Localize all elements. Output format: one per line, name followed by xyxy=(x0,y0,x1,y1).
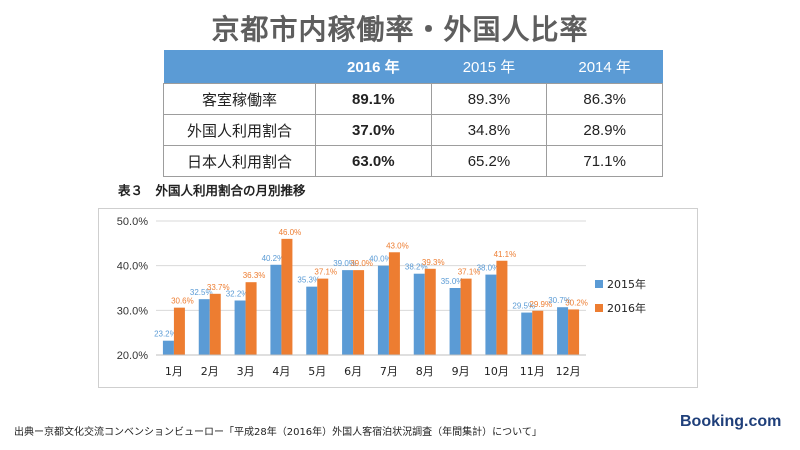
data-label: 32.5% xyxy=(190,288,213,297)
data-label: 33.7% xyxy=(207,283,230,292)
bar-2016 xyxy=(568,309,580,355)
data-label: 39.0% xyxy=(333,259,356,268)
table-cell: 89.1% xyxy=(315,83,432,115)
x-tick-label: 9月 xyxy=(452,365,470,378)
bar-2015 xyxy=(485,274,497,355)
table-header-blank xyxy=(163,50,316,84)
data-label: 43.0% xyxy=(386,241,409,250)
bar-2016 xyxy=(281,238,293,355)
chart-caption: 表３ 外国人利用割合の月別推移 xyxy=(118,183,306,198)
bar-2016 xyxy=(496,260,508,355)
table-cell: 71.1% xyxy=(546,145,663,177)
data-label: 35.0% xyxy=(441,277,464,286)
table-cell: 65.2% xyxy=(430,145,548,177)
data-label: 32.2% xyxy=(226,290,249,299)
bar-2016 xyxy=(388,252,400,355)
table-cell: 37.0% xyxy=(315,114,432,146)
bar-2016 xyxy=(209,293,221,355)
data-label: 46.0% xyxy=(279,228,302,237)
data-label: 35.3% xyxy=(297,276,320,285)
bar-2015 xyxy=(342,270,354,355)
table-row: 日本人利用割合 63.0% 65.2% 71.1% xyxy=(163,145,663,177)
table-row: 外国人利用割合 37.0% 34.8% 28.9% xyxy=(163,114,663,146)
data-label: 30.2% xyxy=(565,298,588,307)
legend-swatch xyxy=(595,304,603,312)
source-note: 出典ー京都文化交流コンベンションビューロー「平成28年（2016年）外国人客宿泊… xyxy=(14,427,542,438)
table-row: 客室稼働率 89.1% 89.3% 86.3% xyxy=(163,83,663,115)
row-label: 外国人利用割合 xyxy=(163,114,316,146)
bar-chart: 20.0% 30.0% 40.0% 50.0% 23.2% 30.6% 1月 32.5%33.… xyxy=(117,216,646,378)
data-label: 38.2% xyxy=(405,263,428,272)
bar-2016 xyxy=(317,278,329,355)
page-title: 京都市内稼働率・外国人比率 xyxy=(211,13,589,46)
bar-2015 xyxy=(306,286,318,355)
table-header-2015: 2015 年 xyxy=(431,50,547,84)
x-tick-label: 1月 xyxy=(165,365,183,378)
x-tick-label: 12月 xyxy=(556,365,581,378)
y-tick-label: 50.0% xyxy=(117,216,148,228)
table-header-2016: 2016 年 xyxy=(315,50,432,84)
table-header-2014: 2014 年 xyxy=(546,50,663,84)
data-label: 37.1% xyxy=(458,268,481,277)
bar-2015 xyxy=(198,299,210,355)
summary-table: 2016 年 2015 年 2014 年 客室稼働率 89.1% 89.3% 8… xyxy=(163,50,663,177)
bar-2016 xyxy=(245,282,257,355)
x-tick-label: 7月 xyxy=(380,365,398,378)
data-label: 38.0% xyxy=(477,264,500,273)
bar-2016 xyxy=(460,278,472,355)
x-tick-label: 3月 xyxy=(237,365,255,378)
table-header-row: 2016 年 2015 年 2014 年 xyxy=(163,50,663,84)
bar-2015 xyxy=(377,265,389,355)
bar-2016 xyxy=(353,270,365,355)
x-tick-label: 8月 xyxy=(416,365,434,378)
data-label: 30.6% xyxy=(171,297,194,306)
row-label: 客室稼働率 xyxy=(163,83,316,115)
x-tick-label: 11月 xyxy=(520,365,545,378)
bar-2015 xyxy=(449,288,461,355)
data-label: 39.0% xyxy=(350,259,373,268)
bar-2015 xyxy=(557,307,569,355)
table-cell: 28.9% xyxy=(546,114,663,146)
data-label: 40.2% xyxy=(262,254,285,263)
data-label: 39.3% xyxy=(422,258,445,267)
x-tick-label: 6月 xyxy=(344,365,362,378)
legend-swatch xyxy=(595,280,603,288)
table-cell: 86.3% xyxy=(546,83,663,115)
bar-2015 xyxy=(521,312,533,355)
legend-label: 2016年 xyxy=(607,301,646,315)
x-tick-label: 2月 xyxy=(201,365,219,378)
x-tick-label: 5月 xyxy=(308,365,326,378)
bar-2015 xyxy=(162,340,174,355)
data-label: 29.5% xyxy=(512,302,535,311)
y-tick-label: 20.0% xyxy=(117,350,148,362)
bar-2016 xyxy=(173,307,185,355)
bar-2015 xyxy=(234,300,246,355)
brand-logo: Booking.com xyxy=(680,413,782,430)
bar-2016 xyxy=(424,268,436,355)
x-tick-label: 10月 xyxy=(484,365,509,378)
row-label: 日本人利用割合 xyxy=(163,145,316,177)
table-cell: 34.8% xyxy=(430,114,548,146)
table-cell: 89.3% xyxy=(430,83,548,115)
data-label: 23.2% xyxy=(154,330,177,339)
data-label: 30.7% xyxy=(548,296,571,305)
data-label: 37.1% xyxy=(314,268,337,277)
legend-label: 2015年 xyxy=(607,277,646,291)
x-tick-label: 4月 xyxy=(272,365,290,378)
data-label: 40.0% xyxy=(369,255,392,264)
table-cell: 63.0% xyxy=(315,145,432,177)
bar-2016 xyxy=(532,310,544,355)
data-label: 29.9% xyxy=(529,300,552,309)
bar-2015 xyxy=(413,273,425,355)
y-tick-label: 30.0% xyxy=(117,305,148,317)
y-tick-label: 40.0% xyxy=(117,261,148,273)
chart-frame xyxy=(98,208,698,388)
bar-2015 xyxy=(270,264,282,355)
data-label: 36.3% xyxy=(243,271,266,280)
data-label: 41.1% xyxy=(494,250,517,259)
